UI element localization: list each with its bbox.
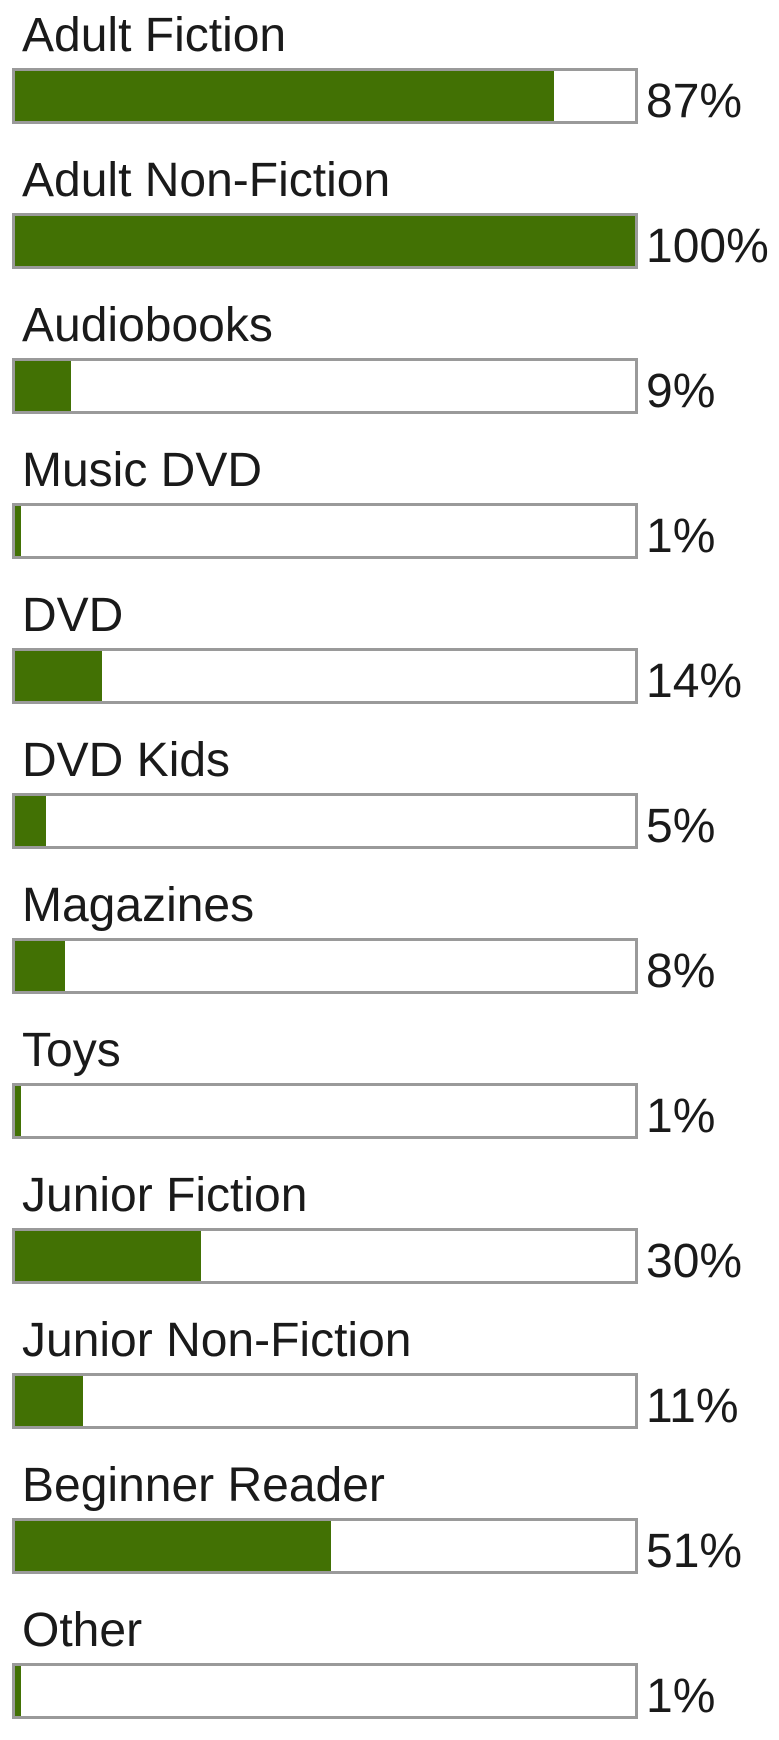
bar-fill (15, 651, 102, 701)
bar-row: Audiobooks 9% (0, 290, 779, 435)
bar-row: Other 1% (0, 1595, 779, 1740)
bar-fill (15, 1666, 21, 1716)
bar-value-label: 100% (646, 220, 769, 273)
bar-track (12, 938, 638, 994)
bar-track (12, 68, 638, 124)
bar-value-label: 1% (646, 1090, 716, 1143)
bar-row: DVD Kids 5% (0, 725, 779, 870)
bar-value-label: 11% (646, 1380, 739, 1433)
bar-track (12, 358, 638, 414)
bar-category-label: Other (22, 1604, 143, 1657)
bar-fill (15, 1521, 331, 1571)
bar-value-label: 87% (646, 75, 743, 128)
bar-row: Music DVD 1% (0, 435, 779, 580)
bar-row: Adult Fiction 87% (0, 0, 779, 145)
bar-category-label: Beginner Reader (22, 1459, 385, 1512)
bar-value-label: 8% (646, 945, 716, 998)
bar-track (12, 503, 638, 559)
bar-row: Toys 1% (0, 1015, 779, 1160)
bar-track (12, 1518, 638, 1574)
bar-row: Magazines 8% (0, 870, 779, 1015)
bar-value-label: 14% (646, 655, 743, 708)
bar-value-label: 30% (646, 1235, 743, 1288)
bar-track (12, 648, 638, 704)
bar-track (12, 1228, 638, 1284)
bar-value-label: 9% (646, 365, 716, 418)
bar-fill (15, 941, 65, 991)
bar-track (12, 1083, 638, 1139)
bar-fill (15, 216, 635, 266)
bar-category-label: Junior Non-Fiction (22, 1314, 412, 1367)
bar-category-label: DVD Kids (22, 734, 231, 787)
bar-row: DVD 14% (0, 580, 779, 725)
bar-fill (15, 361, 71, 411)
bar-track (12, 1663, 638, 1719)
bar-value-label: 51% (646, 1525, 743, 1578)
bar-track (12, 793, 638, 849)
bar-fill (15, 796, 46, 846)
bar-fill (15, 506, 21, 556)
bar-category-label: Magazines (22, 879, 255, 932)
bar-category-label: Audiobooks (22, 299, 273, 352)
bar-value-label: 1% (646, 1670, 716, 1723)
bar-fill (15, 71, 554, 121)
bar-value-label: 5% (646, 800, 716, 853)
bar-category-label: Music DVD (22, 444, 263, 497)
bar-track (12, 1373, 638, 1429)
bar-track (12, 213, 638, 269)
bar-category-label: DVD (22, 589, 124, 642)
bar-fill (15, 1231, 201, 1281)
bar-category-label: Adult Fiction (22, 9, 287, 62)
bar-row: Junior Fiction 30% (0, 1160, 779, 1305)
bar-row: Junior Non-Fiction 11% (0, 1305, 779, 1450)
bar-category-label: Adult Non-Fiction (22, 154, 391, 207)
bar-value-label: 1% (646, 510, 716, 563)
bar-category-label: Toys (22, 1024, 121, 1077)
bar-row: Adult Non-Fiction 100% (0, 145, 779, 290)
bar-fill (15, 1376, 83, 1426)
bar-row: Beginner Reader 51% (0, 1450, 779, 1595)
bar-fill (15, 1086, 21, 1136)
bar-category-label: Junior Fiction (22, 1169, 308, 1222)
